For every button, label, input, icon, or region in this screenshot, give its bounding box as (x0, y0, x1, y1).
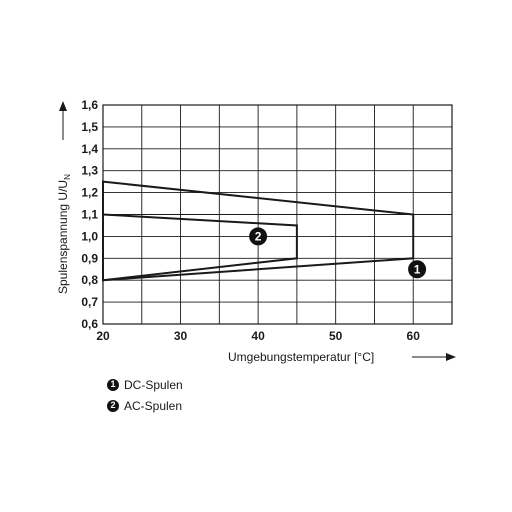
y-tick-label: 0,8 (81, 273, 98, 287)
series-point (296, 224, 298, 226)
y-tick-label: 1,4 (81, 142, 98, 156)
legend-label: DC-Spulen (124, 377, 183, 392)
x-axis-title: Umgebungstemperatur [°C] (228, 350, 374, 364)
legend: 1 DC-Spulen 2 AC-Spulen (107, 374, 183, 416)
annotation-label: 2 (255, 229, 262, 243)
y-tick-label: 1,3 (81, 164, 98, 178)
y-tick-label: 1,2 (81, 186, 98, 200)
tick-labels: 20 30 40 50 60 0,6 0,7 0,8 0,9 1,0 1,1 1,2 1,3 1,4 1,5… (81, 98, 420, 343)
legend-item-ac: 2 AC-Spulen (107, 395, 183, 416)
y-tick-label: 0,9 (81, 251, 98, 265)
y-tick-label: 0,7 (81, 295, 98, 309)
series-layer (102, 180, 415, 282)
y-axis-title: Spulenspannung U/UN (56, 174, 72, 294)
series-point (102, 214, 104, 215)
y-tick-label: 1,0 (81, 229, 98, 243)
x-axis-arrowhead (446, 353, 456, 361)
y-tick-label: 1,6 (81, 98, 98, 112)
legend-marker-2: 2 (107, 399, 119, 412)
legend-marker-1: 1 (107, 378, 119, 391)
annotation-marker-1 (408, 260, 427, 279)
y-tick-label: 1,5 (81, 120, 98, 134)
y-tick-label: 0,6 (81, 317, 98, 331)
y-axis-title-subscript: N (63, 174, 72, 180)
legend-item-dc: 1 DC-Spulen (107, 374, 183, 395)
y-tick-label: 1,1 (81, 208, 98, 222)
legend-label: AC-Spulen (124, 398, 183, 413)
series-point (296, 257, 298, 259)
annotations: 21 (249, 227, 427, 279)
annotation-label: 1 (414, 262, 421, 276)
x-tick-label: 30 (174, 329, 188, 343)
series-point (412, 214, 414, 215)
series-point (412, 257, 414, 259)
x-tick-label: 50 (329, 329, 343, 343)
series-point (102, 181, 104, 183)
series-line-2 (102, 213, 298, 282)
x-tick-label: 60 (407, 329, 421, 343)
x-tick-label: 20 (96, 329, 110, 343)
series-point (102, 279, 104, 281)
y-axis-arrowhead (59, 101, 67, 111)
grid (103, 105, 452, 324)
annotation-marker-2 (249, 227, 268, 246)
x-tick-label: 40 (251, 329, 265, 343)
